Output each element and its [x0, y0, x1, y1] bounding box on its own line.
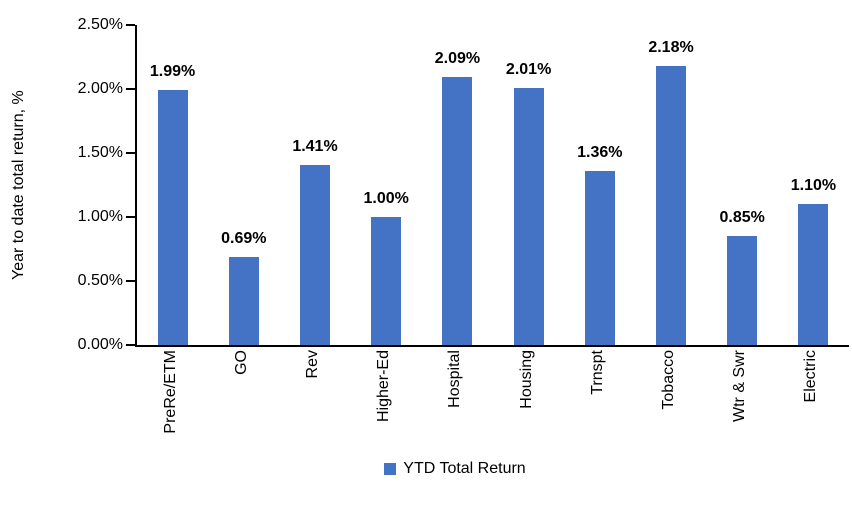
bar-Housing: 2.01%: [506, 61, 551, 345]
bar-GO: 0.69%: [221, 230, 266, 345]
x-label-slot: Trnspt: [562, 350, 633, 462]
bar-PreRe/ETM: 1.99%: [150, 63, 195, 345]
x-axis-label: PreRe/ETM: [161, 350, 179, 434]
bar-slot: 1.99%: [137, 25, 208, 345]
bar-slot: 2.09%: [422, 25, 493, 345]
bar-data-label: 1.00%: [363, 190, 409, 207]
chart-legend: YTD Total Return: [0, 460, 852, 478]
x-label-slot: Electric: [776, 350, 847, 462]
bar-data-label: 1.99%: [149, 63, 196, 81]
y-axis-tick-label: 2.00%: [77, 80, 123, 97]
y-axis-tick-label: 2.50%: [77, 16, 123, 33]
x-axis-label: Rev: [304, 350, 321, 379]
x-axis-label: GO: [232, 350, 250, 375]
x-label-slot: Rev: [277, 350, 348, 462]
bar-slot: 1.36%: [564, 25, 635, 345]
bar-Wtr & Swr: 0.85%: [720, 209, 765, 345]
y-axis-tick-label: 1.50%: [77, 144, 123, 161]
bar-Tobacco: 2.18%: [648, 39, 694, 345]
y-axis-tick-label: 0.00%: [77, 336, 123, 353]
bar-series: 1.99% 0.69% 1.41% 1.00% 2.09% 2.01% 1.36% 2.18%…: [137, 25, 849, 345]
legend-swatch-icon: [384, 463, 397, 475]
bar-Rev: 1.41%: [292, 138, 338, 345]
bar-data-label: 0.69%: [221, 229, 267, 247]
x-label-slot: Hospital: [420, 350, 491, 462]
x-label-slot: Higher-Ed: [349, 350, 420, 462]
bar-data-label: 2.01%: [505, 60, 552, 78]
y-axis-tick: [126, 24, 135, 26]
x-label-slot: PreRe/ETM: [135, 350, 206, 462]
plot-area: 0.00% 0.50% 1.00% 1.50% 2.00% 2.50% 1.99% 0.69…: [78, 16, 849, 353]
y-axis-tick: [126, 88, 135, 90]
x-axis-label: Higher-Ed: [375, 350, 393, 423]
y-axis-tick: [126, 280, 135, 282]
bar-data-label: 0.85%: [719, 209, 765, 227]
bar-slot: 0.85%: [707, 25, 778, 345]
x-label-slot: GO: [206, 350, 277, 462]
bar-data-label: 2.18%: [648, 38, 694, 56]
x-axis-label: Electric: [802, 350, 820, 403]
x-axis-label: Tobacco: [660, 350, 678, 410]
y-axis-tick-label: 1.00%: [77, 208, 123, 225]
x-label-slot: Tobacco: [633, 350, 704, 462]
bar-slot: 1.41%: [279, 25, 350, 345]
bar-data-label: 1.10%: [790, 177, 837, 195]
bar-data-label: 2.09%: [434, 50, 481, 68]
legend-label: YTD Total Return: [403, 460, 526, 477]
bar-Trnspt: 1.36%: [577, 144, 623, 345]
y-axis-tick-label: 0.50%: [77, 272, 123, 289]
bar-data-label: 1.36%: [577, 143, 623, 161]
bar-slot: 0.69%: [208, 25, 279, 345]
x-axis-labels: PreRe/ETM GO Rev Higher-Ed Hospital Housing Tr…: [135, 350, 847, 462]
bar-Electric: 1.10%: [791, 177, 836, 345]
x-label-slot: Wtr & Swr: [705, 350, 776, 462]
bar-slot: 2.01%: [493, 25, 564, 345]
bar-data-label: 1.41%: [292, 137, 338, 155]
y-axis-tick: [126, 344, 135, 346]
bar-Hospital: 2.09%: [435, 50, 480, 345]
bar-slot: 1.10%: [778, 25, 849, 345]
x-axis-label: Trnspt: [588, 350, 606, 395]
bar-slot: 2.18%: [635, 25, 706, 345]
x-label-slot: Housing: [491, 350, 562, 462]
x-axis-label: Wtr & Swr: [731, 350, 749, 422]
x-axis-label: Hospital: [446, 350, 464, 408]
x-axis-label: Housing: [517, 350, 535, 409]
y-axis-tick: [126, 152, 135, 154]
y-axis-tick: [126, 216, 135, 218]
y-axis-title: Year to date total return, %: [10, 90, 27, 280]
bar-slot: 1.00%: [351, 25, 422, 345]
bar-Higher-Ed: 1.00%: [364, 190, 409, 345]
